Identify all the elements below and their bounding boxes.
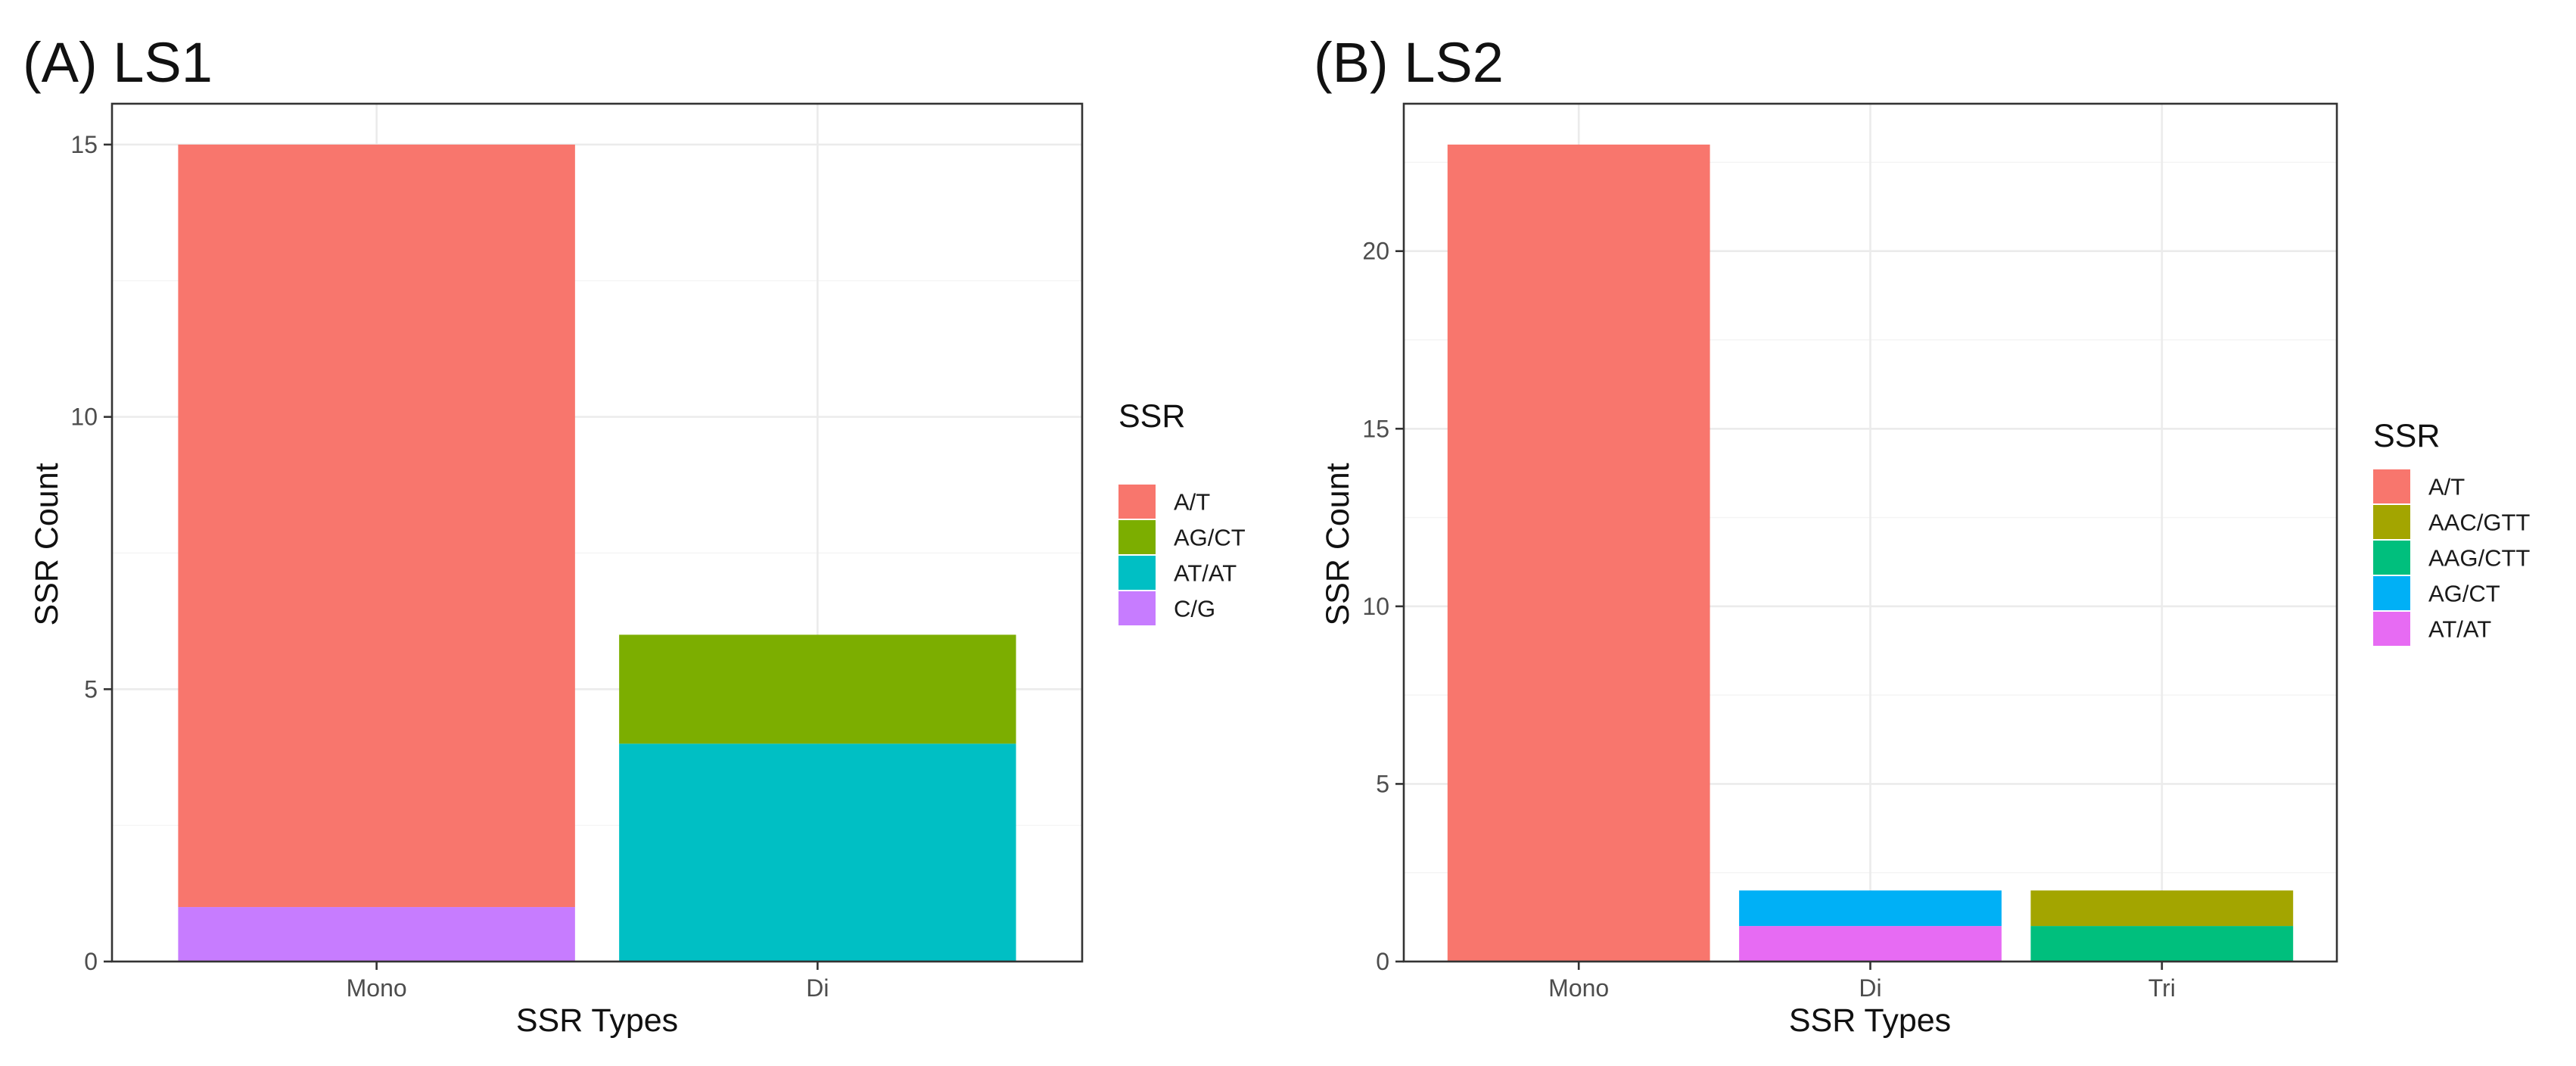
y-tick-label: 5 <box>1376 770 1389 797</box>
bar-segment-ag-ct <box>1739 890 2002 927</box>
legend-swatch <box>2373 576 2410 610</box>
y-tick-label: 10 <box>1362 593 1389 620</box>
legend-swatch <box>1118 556 1156 590</box>
bar-segment-at-at <box>1739 926 2002 962</box>
legend-title: SSR <box>1118 398 1185 435</box>
panel-title: (A) LS1 <box>23 31 213 94</box>
legend-label: AG/CT <box>2428 581 2500 607</box>
chart-panel-a: (A) LS1 0 5 10 15 Mono Di SSR Types SSR Count… <box>23 31 1246 1039</box>
legend-label: AT/AT <box>2428 616 2491 643</box>
legend-label: C/G <box>1174 596 1215 622</box>
y-tick-label: 5 <box>84 675 98 703</box>
legend-swatch <box>2373 541 2410 575</box>
y-tick-label: 20 <box>1362 238 1389 265</box>
x-tick-label: Mono <box>1548 974 1609 1002</box>
panel-title: (B) LS2 <box>1314 31 1504 94</box>
y-axis-title: SSR Count <box>29 463 65 625</box>
y-tick-label: 10 <box>70 404 98 431</box>
bar-segment-aac-gtt <box>2030 890 2294 927</box>
legend-label: AT/AT <box>1174 560 1237 587</box>
legend-label: AG/CT <box>1174 525 1246 551</box>
bar-segment-c-g <box>178 907 575 962</box>
legend-label: AAG/CTT <box>2428 545 2530 572</box>
y-axis-title: SSR Count <box>1320 463 1356 625</box>
bar-segment-aag-ctt <box>2030 926 2294 962</box>
bar-segment-ag-ct <box>619 634 1016 744</box>
chart-panel-b: (B) LS2 0 5 10 15 20 Mono Di Tri SSR Types SSR … <box>1314 31 2530 1039</box>
x-tick-label: Tri <box>2148 974 2176 1002</box>
y-tick-label: 15 <box>1362 415 1389 442</box>
y-tick-label: 0 <box>84 948 98 975</box>
legend-swatch <box>2373 505 2410 539</box>
legend-swatch <box>1118 520 1156 554</box>
bar-segment-a-t <box>178 144 575 908</box>
legend-label: AAC/GTT <box>2428 510 2530 536</box>
x-tick-label: Mono <box>347 974 407 1002</box>
legend-swatch <box>2373 469 2410 503</box>
y-tick-label: 15 <box>70 131 98 158</box>
x-axis-title: SSR Types <box>516 1002 678 1039</box>
legend: SSR A/T AAC/GTT AAG/CTT AG/CT AT/AT <box>2373 418 2530 646</box>
x-axis-title: SSR Types <box>1789 1002 1951 1039</box>
x-tick-label: Di <box>806 974 829 1002</box>
bar-segment-a-t <box>1447 144 1710 962</box>
y-tick-label: 0 <box>1376 948 1389 975</box>
legend-swatch <box>1118 485 1156 519</box>
plot-border <box>110 102 1084 963</box>
legend-title: SSR <box>2373 418 2440 454</box>
x-tick-label: Di <box>1859 974 1881 1002</box>
legend-swatch <box>1118 591 1156 625</box>
legend: SSR A/T AG/CT AT/AT C/G <box>1118 398 1246 625</box>
legend-swatch <box>2373 612 2410 646</box>
legend-label: A/T <box>1174 489 1210 516</box>
legend-label: A/T <box>2428 474 2465 500</box>
bar-segment-at-at <box>619 743 1016 962</box>
